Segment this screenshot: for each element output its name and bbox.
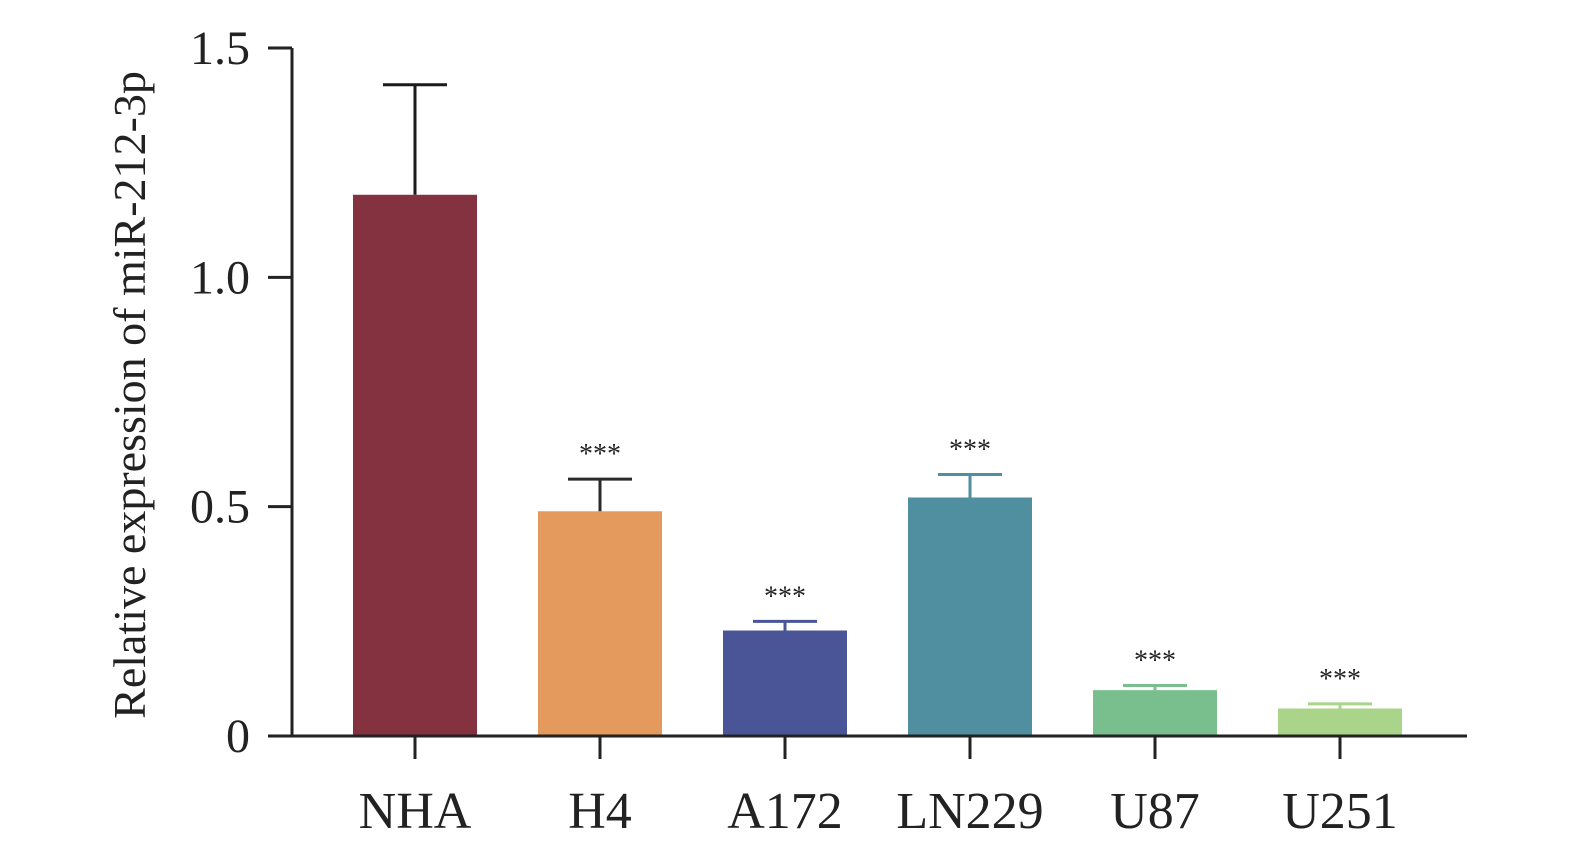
bars-group: *** *** *** *** *** — [353, 83, 1402, 737]
y-tick-label: 0 — [226, 710, 250, 763]
x-tick-label: LN229 — [896, 783, 1043, 840]
y-axis-label: Relative expression of miR-212-3p — [104, 71, 155, 719]
bar-u251 — [1278, 708, 1402, 736]
significance-label: *** — [1319, 664, 1361, 695]
x-tick-label: NHA — [359, 783, 472, 840]
bar-ln229 — [908, 497, 1032, 736]
bar-nha — [353, 194, 477, 737]
significance-label: *** — [1134, 646, 1176, 677]
x-axis-ticks: NHA H4 A172 LN229 U87 U251 — [359, 736, 1398, 840]
x-tick-label: A172 — [727, 783, 843, 840]
bar-h4 — [538, 511, 662, 736]
significance-label: *** — [579, 439, 621, 470]
significance-label: *** — [764, 581, 806, 612]
y-tick-label: 0.5 — [190, 481, 250, 534]
x-tick-label: U251 — [1282, 783, 1398, 840]
y-tick-label: 1.0 — [190, 251, 250, 304]
y-tick-label: 1.5 — [190, 22, 250, 75]
x-tick-label: H4 — [568, 783, 632, 840]
bar-a172 — [723, 630, 847, 736]
y-axis-ticks: 0 0.5 1.0 1.5 — [190, 22, 292, 763]
bar-u87 — [1093, 690, 1217, 736]
x-tick-label: U87 — [1110, 783, 1200, 840]
significance-label: *** — [949, 435, 991, 466]
